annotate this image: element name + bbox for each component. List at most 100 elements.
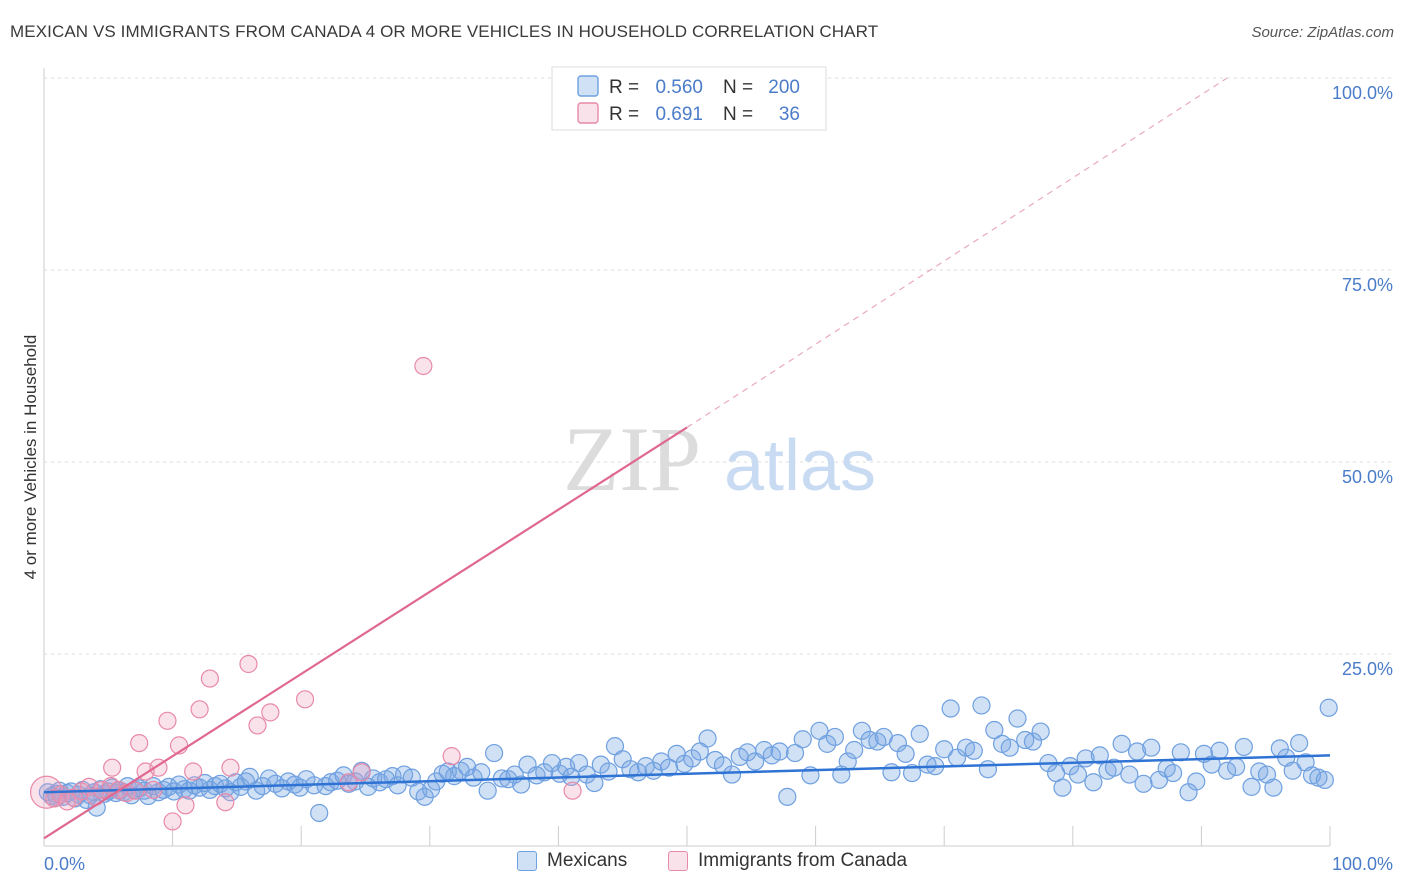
- point-mexicans: [1016, 730, 1035, 750]
- canada-points: [29, 356, 582, 831]
- point-mexicans: [591, 755, 610, 774]
- point-canada: [176, 796, 195, 815]
- point-mexicans: [910, 724, 929, 743]
- legend-item-mexicans[interactable]: Mexicans: [517, 850, 627, 872]
- point-mexicans: [613, 750, 632, 769]
- point-mexicans: [1008, 709, 1027, 728]
- point-mexicans: [485, 743, 504, 763]
- point-mexicans: [972, 696, 991, 715]
- stats-r-value: 0.691: [655, 104, 703, 125]
- point-mexicans: [1218, 761, 1237, 780]
- point-mexicans: [1187, 772, 1206, 791]
- point-mexicans: [1202, 755, 1221, 774]
- trend-line-canada: [43, 426, 688, 840]
- point-mexicans: [1112, 734, 1131, 753]
- point-mexicans: [1290, 733, 1309, 753]
- grid-lines: [44, 77, 1395, 655]
- point-canada: [190, 700, 209, 719]
- watermark: ZIP atlas: [563, 408, 876, 510]
- legend-label-mexicans: Mexicans: [547, 850, 628, 871]
- point-mexicans: [1142, 738, 1161, 757]
- y-tick-label: 75.0%: [1342, 275, 1393, 295]
- stats-n-value: 200: [768, 77, 800, 98]
- point-canada: [295, 690, 315, 709]
- point-mexicans: [1084, 773, 1103, 792]
- point-mexicans: [860, 730, 879, 750]
- point-mexicans: [698, 729, 717, 748]
- point-mexicans: [825, 727, 844, 747]
- point-mexicans: [722, 765, 742, 784]
- point-mexicans: [978, 760, 998, 779]
- point-mexicans: [1264, 778, 1283, 797]
- point-canada: [563, 781, 582, 800]
- point-canada: [248, 716, 267, 735]
- x-tick-labels: 0.0% 100.0%: [44, 854, 1393, 874]
- point-mexicans: [935, 740, 954, 759]
- point-mexicans: [785, 743, 805, 763]
- point-mexicans: [1319, 698, 1338, 717]
- point-mexicans: [896, 744, 915, 763]
- x-tick-label: 100.0%: [1332, 854, 1393, 874]
- point-mexicans: [918, 755, 937, 774]
- legend-swatch-mexicans: [517, 851, 537, 871]
- point-mexicans: [310, 803, 329, 823]
- point-mexicans: [1134, 774, 1153, 793]
- point-mexicans: [852, 721, 871, 740]
- point-mexicans: [770, 742, 789, 761]
- point-mexicans: [472, 763, 491, 782]
- stats-r-label: R =: [609, 77, 639, 98]
- point-mexicans: [845, 740, 864, 760]
- legend-swatch-canada: [668, 851, 688, 871]
- y-axis-label: 4 or more Vehicles in Household: [21, 335, 40, 580]
- chart-title: MEXICAN VS IMMIGRANTS FROM CANADA 4 OR M…: [10, 22, 879, 41]
- point-canada: [163, 812, 182, 831]
- stats-legend-swatch: [577, 102, 599, 124]
- point-mexicans: [1210, 741, 1229, 760]
- point-mexicans: [1164, 763, 1183, 783]
- legend-item-canada[interactable]: Immigrants from Canada: [668, 850, 907, 872]
- point-mexicans: [1104, 758, 1124, 777]
- stats-r-label: R =: [609, 104, 639, 125]
- point-mexicans: [1234, 737, 1253, 757]
- axes: [43, 68, 1331, 847]
- point-mexicans: [478, 781, 497, 800]
- source-credit: Source: ZipAtlas.com: [1251, 24, 1394, 41]
- y-tick-label: 50.0%: [1342, 467, 1393, 487]
- point-mexicans: [941, 699, 960, 718]
- point-mexicans: [1031, 722, 1050, 741]
- point-mexicans: [1023, 732, 1043, 751]
- point-mexicans: [683, 749, 702, 768]
- point-mexicans: [1000, 738, 1019, 757]
- point-canada: [414, 356, 433, 376]
- point-mexicans: [818, 734, 837, 753]
- stats-legend: R = 0.560 N = 200 R = 0.691 N = 36: [551, 66, 827, 131]
- point-canada: [239, 654, 258, 674]
- point-mexicans: [1068, 765, 1088, 784]
- point-mexicans: [512, 775, 531, 794]
- point-mexicans: [383, 767, 402, 786]
- stats-n-label: N =: [723, 77, 753, 98]
- point-mexicans: [1227, 757, 1246, 776]
- point-canada: [261, 703, 280, 722]
- point-mexicans: [793, 730, 812, 749]
- point-mexicans: [180, 781, 199, 800]
- point-mexicans: [585, 773, 604, 793]
- point-mexicans: [1120, 765, 1139, 784]
- point-mexicans: [985, 720, 1004, 740]
- point-mexicans: [535, 763, 554, 782]
- legend-label-canada: Immigrants from Canada: [698, 850, 908, 871]
- trend-line-mexicans: [43, 754, 1331, 794]
- stats-r-value: 0.560: [655, 77, 703, 98]
- trend-lines: [43, 77, 1331, 840]
- point-canada: [130, 733, 149, 753]
- point-mexicans: [882, 763, 901, 782]
- y-tick-labels: 25.0% 50.0% 75.0% 100.0%: [1332, 83, 1393, 679]
- y-tick-label: 25.0%: [1342, 659, 1393, 679]
- watermark-atlas: atlas: [724, 426, 876, 506]
- trend-extension-canada: [686, 77, 1228, 428]
- point-mexicans: [1090, 746, 1109, 765]
- point-canada: [216, 793, 235, 812]
- point-canada: [103, 758, 122, 777]
- point-mexicans: [1242, 777, 1261, 796]
